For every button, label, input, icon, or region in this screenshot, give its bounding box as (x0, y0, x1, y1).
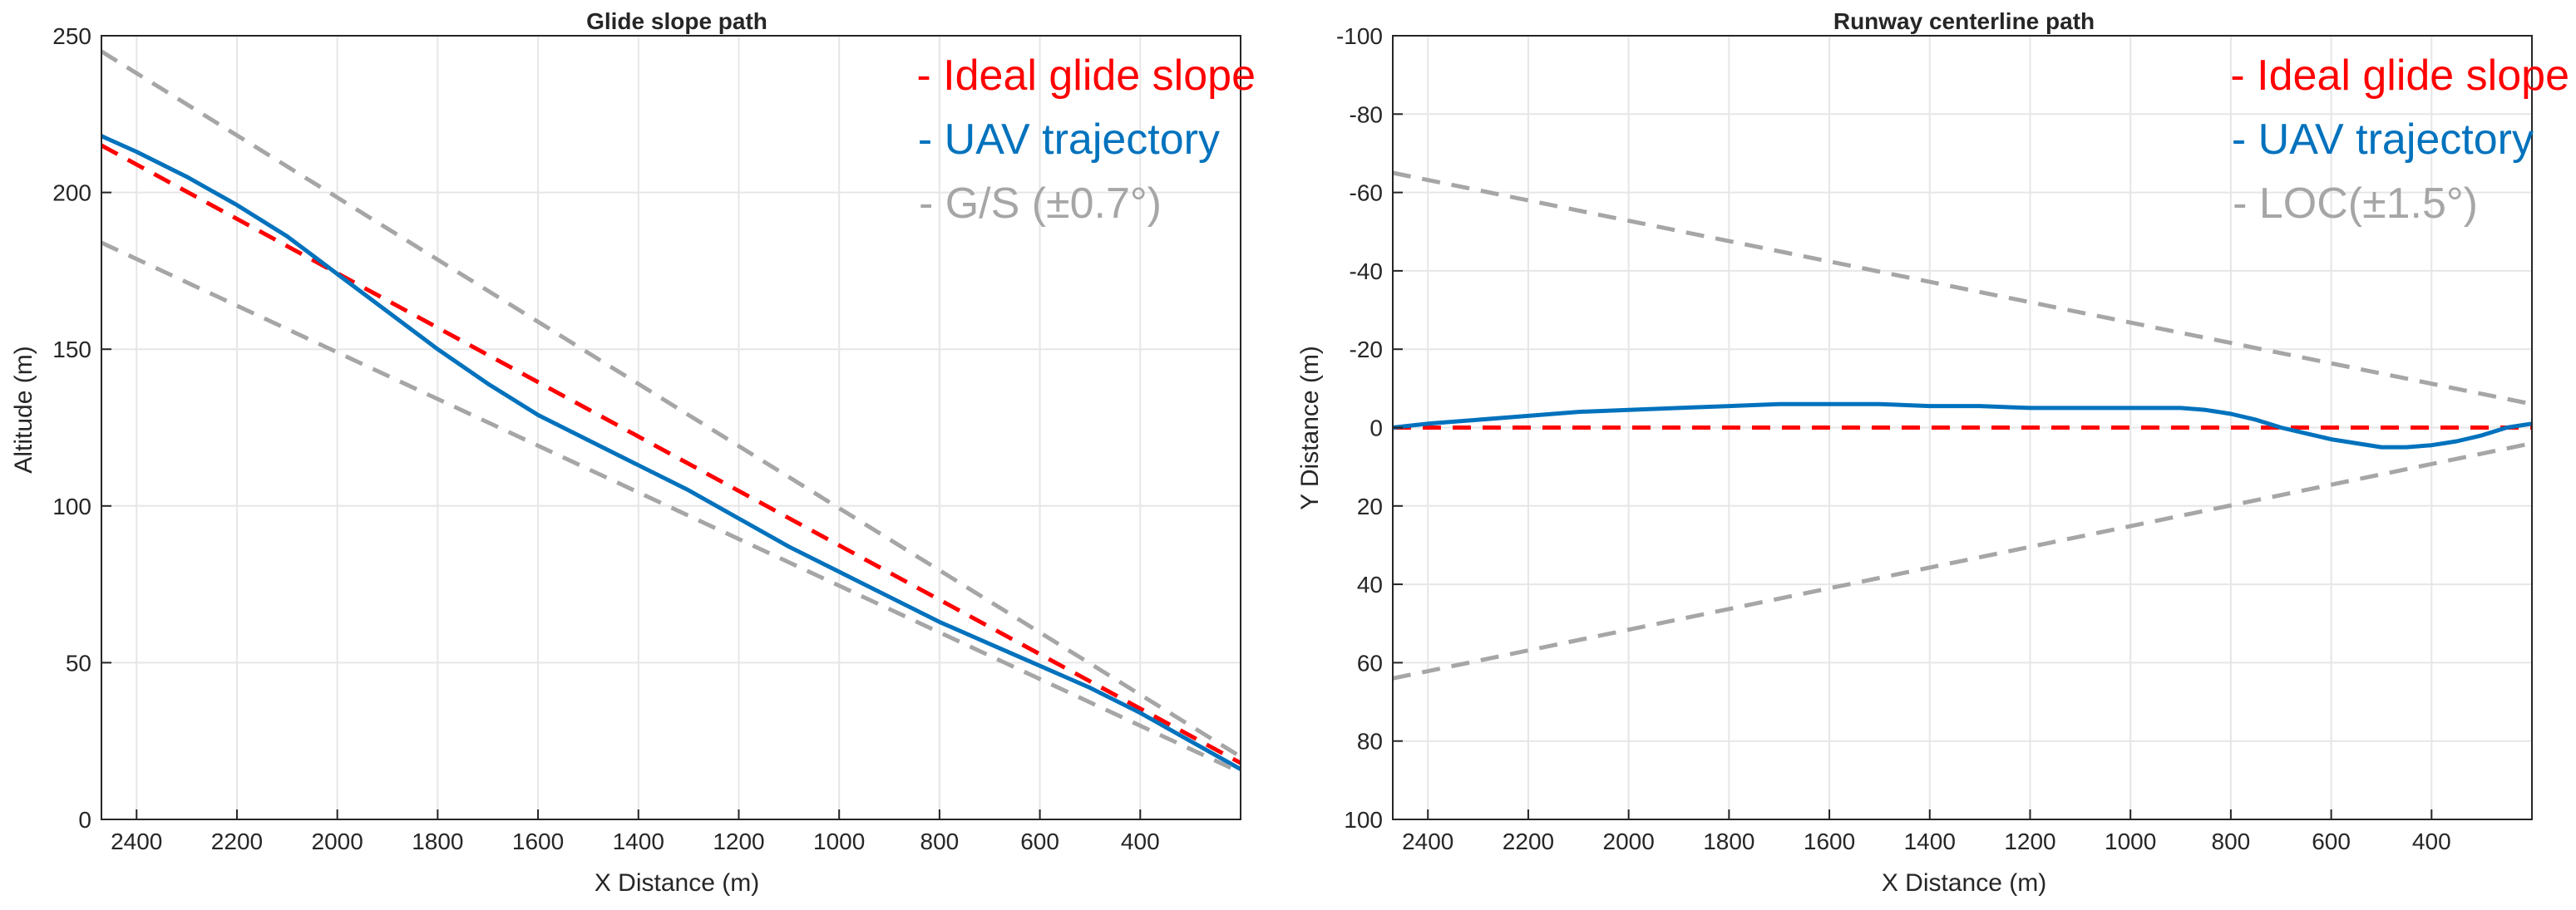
x-tick-label: 2400 (111, 829, 162, 854)
y-tick-label: 0 (1369, 416, 1383, 441)
series-line-loc-1-5-lower (1392, 440, 2533, 681)
y-axis-label: Altitude (m) (10, 346, 37, 473)
chart-title: Runway centerline path (1833, 8, 2095, 34)
x-tick-label: 800 (2212, 829, 2251, 854)
legend-entry-loc-limits: - LOC(±1.5°) (2233, 180, 2478, 228)
runway-centerline-chart: Runway centerline path X Distance (m) Y … (1296, 8, 2569, 897)
y-tick-label: -20 (1350, 337, 1383, 362)
x-tick-label: 600 (2312, 829, 2351, 854)
series-line-g-s-0-7-lower (100, 240, 1242, 775)
y-tick-label: -40 (1350, 258, 1383, 284)
y-tick-label: 250 (52, 23, 91, 49)
x-tick-label: 1000 (813, 829, 865, 854)
series-line-ideal-glide-slope (100, 143, 1242, 765)
x-tick-label: 1600 (512, 829, 564, 854)
legend: - Ideal glide slope - UAV trajectory - L… (2230, 52, 2569, 228)
x-tick-label: 2000 (312, 829, 363, 854)
y-tick-label: 80 (1357, 729, 1383, 755)
x-tick-label: 1000 (2105, 829, 2156, 854)
x-axis-label: X Distance (m) (1882, 869, 2046, 897)
x-tick-label: 1400 (613, 829, 664, 854)
y-tick-label: 200 (52, 180, 91, 206)
x-tick-label: 1400 (1904, 829, 1956, 854)
series-line-loc-1-5-upper (1392, 170, 2533, 406)
y-tick-label: 20 (1357, 494, 1383, 519)
y-tick-label: 50 (66, 650, 91, 676)
series-layer (100, 49, 1242, 775)
legend-entry-ideal-glide-slope: - Ideal glide slope (2230, 52, 2569, 100)
legend-entry-gs-limits: - G/S (±0.7°) (919, 180, 1162, 228)
legend-entry-uav-trajectory: - UAV trajectory (2232, 116, 2534, 164)
x-tick-label: 600 (1020, 829, 1059, 854)
x-tick-label: 2000 (1603, 829, 1655, 854)
x-tick-label: 400 (2412, 829, 2451, 854)
x-tick-label: 800 (920, 829, 960, 854)
y-tick-label: 60 (1357, 650, 1383, 676)
series-layer (1392, 170, 2533, 681)
x-axis-label: X Distance (m) (595, 869, 759, 897)
series-line-g-s-0-7-upper (100, 49, 1242, 759)
series-line-uav-trajectory (100, 134, 1242, 771)
x-tick-label: 1800 (1703, 829, 1754, 854)
x-tick-label: 400 (1121, 829, 1160, 854)
x-tick-label: 1800 (412, 829, 463, 854)
ticks: 2400 2200 2000 1800 1600 1400 1200 1000 800 600 40… (1336, 23, 2451, 854)
plot-area-frame (101, 35, 1241, 820)
y-tick-label: 0 (78, 807, 91, 833)
legend: - Ideal glide slope - UAV trajectory - G… (916, 52, 1256, 228)
y-tick-label: -80 (1350, 101, 1383, 127)
y-tick-label: -100 (1336, 23, 1383, 49)
legend-entry-uav-trajectory: - UAV trajectory (918, 116, 1220, 164)
legend-entry-ideal-glide-slope: - Ideal glide slope (916, 52, 1256, 100)
glide-slope-chart: Glide slope path X Distance (m) Altitude… (10, 8, 1256, 897)
x-tick-label: 1600 (1804, 829, 1855, 854)
x-tick-label: 2400 (1402, 829, 1453, 854)
y-axis-label: Y Distance (m) (1296, 346, 1324, 510)
x-tick-label: 1200 (2004, 829, 2055, 854)
y-tick-label: 100 (1344, 807, 1383, 833)
x-tick-label: 2200 (211, 829, 263, 854)
x-tick-label: 1200 (713, 829, 764, 854)
y-tick-label: -60 (1350, 180, 1383, 206)
y-tick-label: 150 (52, 337, 91, 362)
chart-title: Glide slope path (586, 8, 767, 34)
x-tick-label: 2200 (1503, 829, 1554, 854)
y-tick-label: 40 (1357, 572, 1383, 598)
series-line-uav-trajectory (1392, 401, 2533, 450)
ticks: 2400 2200 2000 1800 1600 1400 1200 1000 800 600 40… (52, 23, 1159, 854)
y-tick-label: 100 (52, 494, 91, 519)
